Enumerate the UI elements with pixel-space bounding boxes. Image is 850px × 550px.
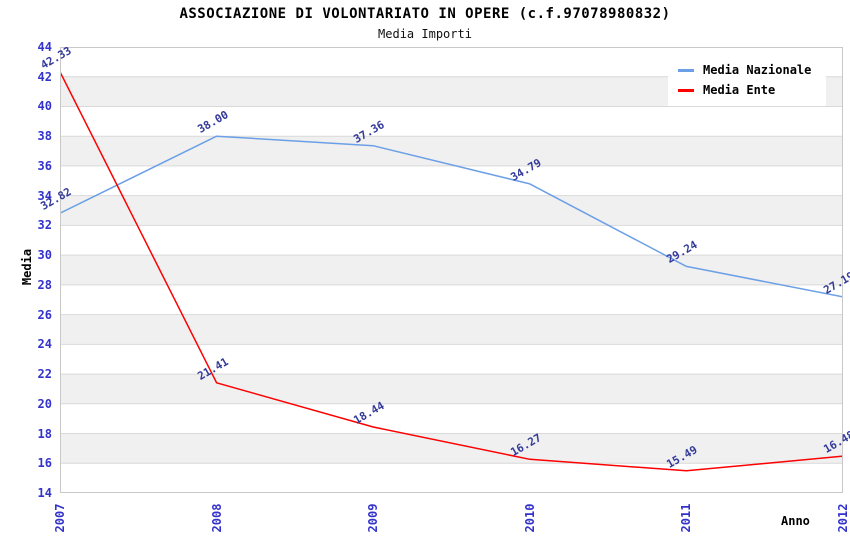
x-tick-label: 2012 — [836, 503, 850, 533]
y-tick-label: 18 — [37, 426, 52, 441]
y-tick-label: 24 — [37, 337, 52, 352]
y-tick-label: 20 — [37, 396, 52, 411]
plot-band — [60, 374, 843, 404]
x-axis-title: Anno — [781, 514, 810, 528]
line-swatch-icon — [678, 88, 694, 92]
y-tick-label: 26 — [37, 307, 52, 322]
x-tick-label: 2007 — [53, 503, 67, 533]
y-tick-label: 14 — [37, 486, 52, 500]
legend-entry-ente: Media Ente — [674, 80, 820, 100]
y-tick-label: 30 — [37, 248, 52, 263]
legend-label: Media Ente — [703, 83, 776, 97]
y-tick-label: 34 — [37, 188, 52, 203]
y-tick-label: 40 — [37, 99, 52, 114]
chart-title: ASSOCIAZIONE DI VOLONTARIATO IN OPERE (c… — [179, 6, 671, 22]
plot-band — [60, 314, 843, 345]
x-tick-label: 2010 — [522, 503, 537, 533]
plot-border — [60, 47, 843, 493]
plot-band — [60, 433, 843, 464]
y-tick-label: 42 — [37, 69, 52, 84]
y-tick-label: 36 — [37, 158, 52, 173]
series-line-0 — [60, 135, 843, 298]
legend-label: Media Nazionale — [703, 63, 812, 77]
legend: Media Nazionale Media Ente — [668, 55, 826, 106]
x-tick-label: 2009 — [366, 503, 381, 533]
plot-band — [60, 136, 843, 166]
y-tick-label: 32 — [37, 218, 52, 233]
y-tick-label: 28 — [37, 277, 52, 292]
y-tick-label: 38 — [37, 129, 52, 144]
legend-entry-nazionale: Media Nazionale — [674, 60, 820, 80]
x-tick-label: 2011 — [679, 503, 694, 533]
line-swatch-icon — [678, 68, 694, 72]
series-line-1 — [60, 71, 843, 472]
y-tick-label: 22 — [37, 367, 52, 382]
x-tick-label: 2008 — [209, 503, 224, 533]
y-tick-label: 16 — [37, 456, 52, 471]
chart-subtitle: Media Importi — [378, 27, 472, 41]
plot-band — [60, 255, 843, 285]
plot-area — [60, 47, 843, 493]
y-tick-label: 44 — [37, 40, 52, 54]
plot-band — [60, 195, 843, 226]
